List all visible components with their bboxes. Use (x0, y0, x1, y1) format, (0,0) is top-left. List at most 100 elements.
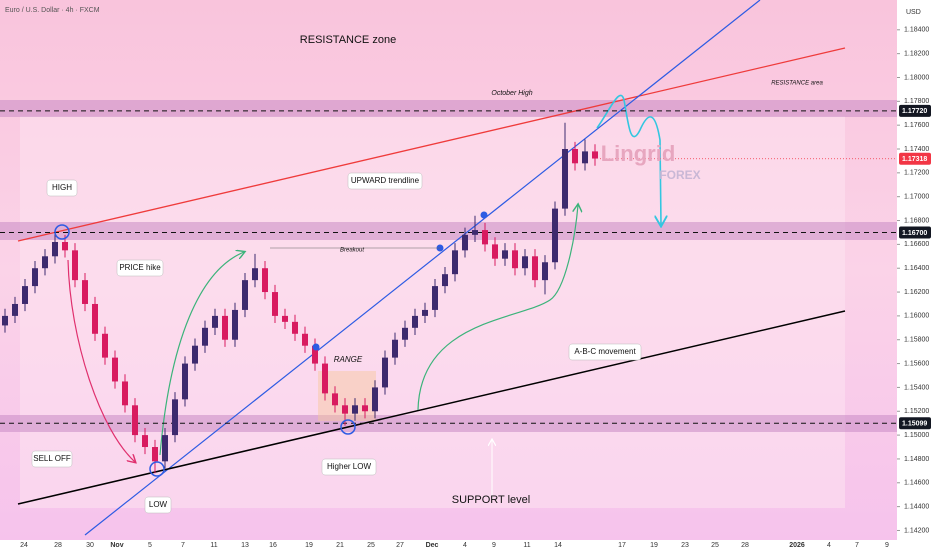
x-tick-label: 21 (336, 542, 344, 549)
upward-trendline (84, 0, 761, 536)
y-tick-label: 1.14600 (904, 480, 929, 487)
pivot-circle (149, 461, 165, 477)
candle-body (432, 286, 438, 310)
candle-body (52, 241, 58, 257)
x-tick-label: 5 (148, 542, 152, 549)
annotation-brand-sub: FOREX (659, 168, 700, 182)
candle-body (222, 315, 228, 340)
trend-dot (480, 211, 488, 219)
y-tick-label: 1.16400 (904, 265, 929, 272)
projection-path (596, 94, 661, 225)
candle-body (232, 309, 238, 340)
candle-body (532, 256, 538, 281)
level-label: 1.15099 (902, 421, 927, 428)
annotation-box (144, 496, 172, 514)
y-tick-label: 1.14200 (904, 527, 929, 534)
level-badge (899, 104, 931, 117)
candle-body (12, 303, 18, 316)
candle-body (92, 303, 98, 334)
y-tick-label: 1.18000 (904, 74, 929, 81)
annotation-box (31, 450, 73, 468)
candle-body (462, 234, 468, 251)
annotation-range: RANGE (334, 355, 363, 364)
annotation-upward-trendline: UPWARD trendline (351, 176, 420, 185)
annotation-price-hike: PRICE hike (119, 263, 161, 272)
level-label: 1.16700 (902, 230, 927, 237)
candle-body (522, 256, 528, 269)
x-tick-label: 27 (396, 542, 404, 549)
candle-body (592, 151, 598, 159)
candle-body (282, 315, 288, 322)
annotation-box (116, 259, 164, 277)
candle-body (82, 280, 88, 304)
y-tick-label: 1.15200 (904, 408, 929, 415)
candle-body (262, 268, 268, 293)
y-tick-label: 1.17400 (904, 146, 929, 153)
candle-body (332, 393, 338, 406)
abc-arrow (417, 205, 578, 411)
candle-body (122, 381, 128, 406)
y-tick-label: 1.16600 (904, 241, 929, 248)
candle-body (152, 447, 158, 462)
resistance-line (17, 47, 846, 242)
x-tick-label: Dec (426, 542, 439, 549)
candle-body (202, 327, 208, 346)
x-tick-label: 25 (711, 542, 719, 549)
x-tick-label: 7 (855, 542, 859, 549)
candle-body (472, 230, 478, 235)
candle-body (562, 149, 568, 209)
x-tick-label: 4 (827, 542, 831, 549)
annotation-box (321, 458, 377, 476)
pivot-circle (340, 419, 356, 435)
candle-body (322, 363, 328, 394)
annotation-support-level: SUPPORT level (452, 494, 530, 506)
candle-body (252, 268, 258, 281)
candle-body (552, 208, 558, 263)
x-tick-label: 9 (492, 542, 496, 549)
mid-zone-band (0, 222, 897, 240)
annotation-sell-off: SELL OFF (33, 454, 71, 463)
x-tick-label: 4 (463, 542, 467, 549)
candle-body (112, 357, 118, 382)
annotation-box (347, 172, 423, 190)
candle-body (452, 250, 458, 275)
candle-body (542, 262, 548, 281)
candle-body (422, 309, 428, 316)
candle-body (242, 280, 248, 310)
candle-body (102, 333, 108, 358)
y-tick-label: 1.15600 (904, 360, 929, 367)
x-tick-label: Nov (110, 542, 123, 549)
annotation-resistance-area: RESISTANCE area (771, 81, 823, 87)
support-zone-band (0, 415, 897, 432)
candle-body (22, 286, 28, 304)
x-tick-label: 11 (523, 542, 530, 549)
candle-body (62, 241, 68, 251)
y-tick-label: 1.16000 (904, 313, 929, 320)
candle-body (172, 399, 178, 436)
annotation-brand: Lingrid (601, 141, 676, 166)
level-label: 1.17318 (902, 156, 927, 163)
currency-label: USD (906, 9, 921, 16)
y-tick-label: 1.15400 (904, 384, 929, 391)
candle-body (572, 149, 578, 164)
support-line (17, 310, 846, 505)
annotation-resistance-zone: RESISTANCE zone (300, 34, 396, 46)
x-tick-label: 30 (86, 542, 94, 549)
candle-body (392, 339, 398, 358)
candle-body (352, 405, 358, 414)
pivot-circle (54, 224, 70, 240)
y-tick-label: 1.17800 (904, 98, 929, 105)
y-tick-label: 1.15800 (904, 337, 929, 344)
annotation-higher-low: Higher LOW (327, 462, 371, 471)
time-axis (0, 540, 897, 550)
candle-body (312, 345, 318, 364)
annotation-box (46, 179, 78, 197)
y-tick-label: 1.14800 (904, 456, 929, 463)
candle-body (402, 327, 408, 340)
x-tick-label: 28 (54, 542, 62, 549)
candle-body (482, 230, 488, 245)
hike-arrow (159, 252, 244, 456)
candle-body (162, 435, 168, 462)
x-tick-label: 24 (20, 542, 28, 549)
